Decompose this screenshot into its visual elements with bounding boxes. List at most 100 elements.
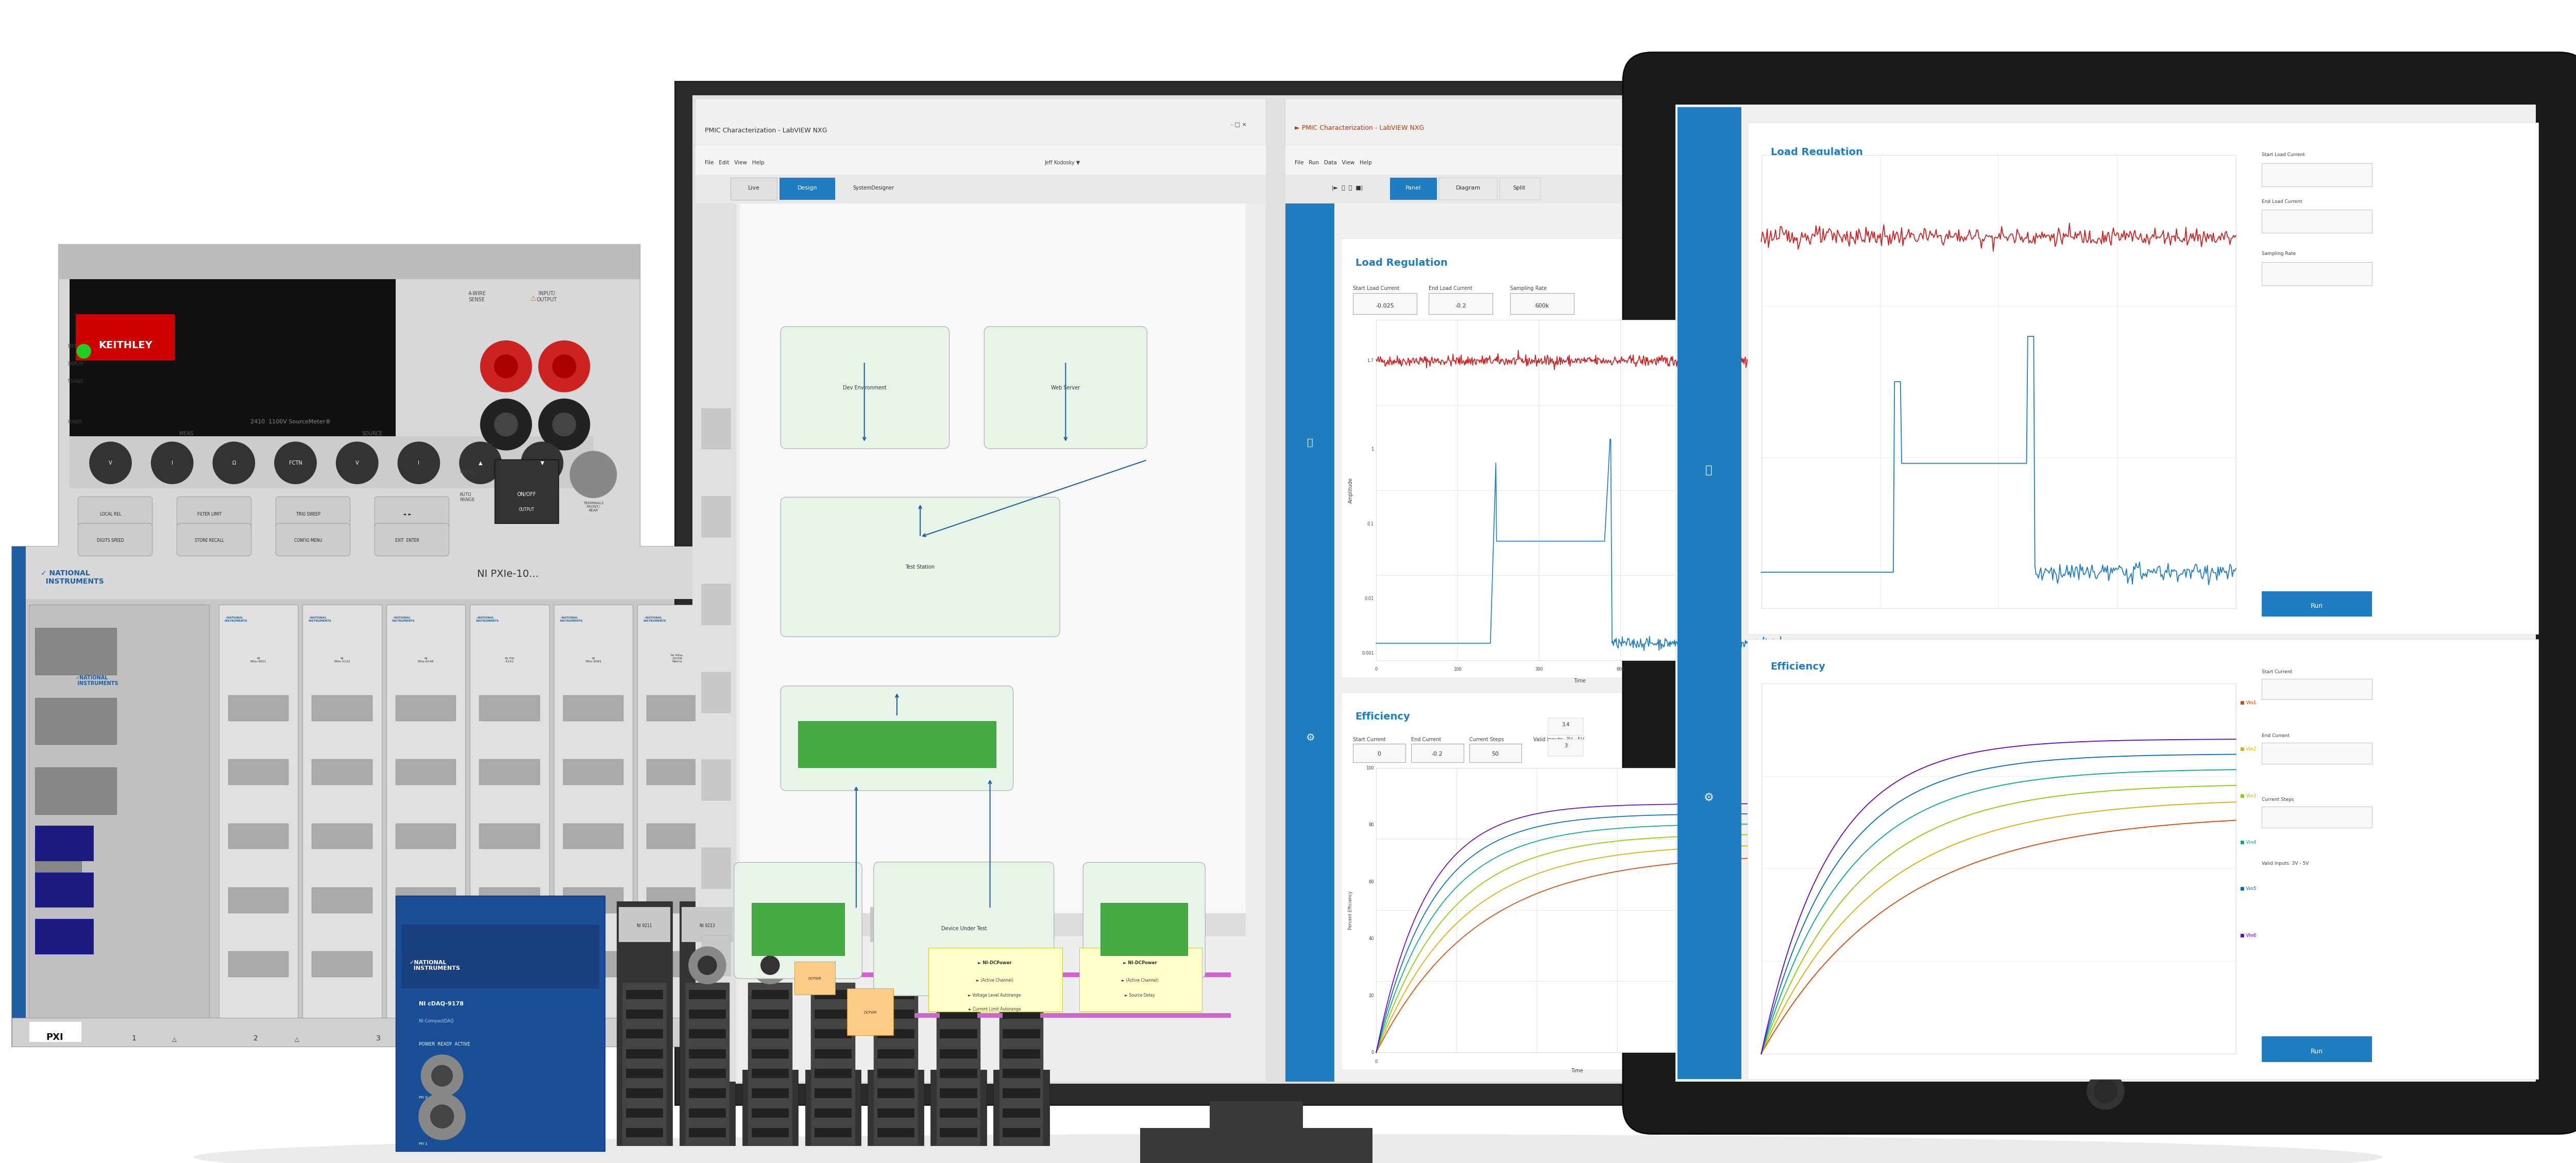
Bar: [688, 1089, 726, 1098]
Bar: [479, 759, 541, 785]
Bar: [878, 1009, 914, 1019]
FancyBboxPatch shape: [1082, 863, 1206, 978]
Bar: [402, 925, 600, 989]
Bar: [312, 823, 374, 849]
Bar: [1468, 743, 1522, 762]
Bar: [739, 930, 1247, 1070]
FancyBboxPatch shape: [374, 523, 448, 556]
Text: NI 9234: NI 9234: [762, 923, 778, 928]
Bar: [871, 907, 922, 942]
FancyBboxPatch shape: [781, 498, 1059, 637]
Bar: [814, 1089, 853, 1098]
Bar: [397, 695, 456, 721]
Bar: [927, 948, 1061, 1012]
Bar: [940, 1029, 976, 1039]
Bar: [696, 145, 1265, 174]
Text: ■ Vin3: ■ Vin3: [2241, 793, 2257, 798]
Bar: [814, 1009, 853, 1019]
Text: Time: Time: [1571, 1069, 1584, 1073]
Text: 2410  1100V SourceMeter®: 2410 1100V SourceMeter®: [250, 420, 332, 424]
Text: File   Run   Data   View   Help: File Run Data View Help: [1296, 160, 1373, 165]
Text: ► Source Delay: ► Source Delay: [1126, 993, 1154, 998]
Bar: [940, 1108, 976, 1118]
Text: NI PXI
-4141: NI PXI -4141: [505, 657, 515, 663]
Bar: [1548, 718, 1584, 735]
FancyBboxPatch shape: [77, 523, 152, 556]
Bar: [1391, 178, 1437, 200]
Bar: [1002, 1108, 1041, 1118]
Text: |►  ⏸  ⬛  ■|: |► ⏸ ⬛ ■|: [1332, 185, 1363, 191]
Text: 1: 1: [1370, 447, 1373, 451]
Bar: [312, 759, 374, 785]
Bar: [878, 990, 914, 999]
Bar: [696, 204, 737, 1082]
Text: EXIT  ENTER: EXIT ENTER: [394, 538, 420, 543]
FancyBboxPatch shape: [178, 523, 252, 556]
Bar: [36, 837, 82, 884]
Bar: [564, 759, 623, 785]
Text: ▼: ▼: [541, 461, 544, 465]
Text: NI 9213: NI 9213: [1015, 923, 1028, 928]
Bar: [938, 983, 981, 1146]
Circle shape: [214, 442, 255, 484]
Text: PFI 1: PFI 1: [420, 1142, 428, 1146]
Bar: [2262, 591, 2372, 616]
Text: End Current: End Current: [2262, 734, 2290, 739]
Bar: [1762, 684, 2236, 1054]
Text: NI PXIe-8880: NI PXIe-8880: [36, 1019, 67, 1023]
Text: Start Load Current: Start Load Current: [1352, 286, 1399, 291]
Bar: [1674, 105, 2535, 1082]
Text: Start Current: Start Current: [1352, 737, 1386, 742]
Text: NI 9213: NI 9213: [889, 923, 904, 928]
Text: LOCAL REL: LOCAL REL: [100, 512, 121, 516]
Bar: [752, 990, 788, 999]
Text: Split: Split: [1512, 186, 1525, 191]
Text: ✓NATIONAL
INSTRUMENTS: ✓NATIONAL INSTRUMENTS: [309, 616, 332, 622]
Bar: [647, 887, 708, 913]
Text: Design: Design: [799, 186, 817, 191]
Text: △: △: [417, 1037, 420, 1042]
Text: △: △: [662, 1037, 665, 1042]
Bar: [75, 314, 175, 361]
Bar: [994, 901, 1048, 1146]
Bar: [688, 1069, 726, 1078]
Bar: [1376, 320, 1783, 661]
Text: Power Supply: Power Supply: [781, 918, 814, 923]
Bar: [2262, 163, 2372, 186]
Bar: [868, 901, 925, 1146]
Text: △: △: [173, 1037, 178, 1042]
Bar: [28, 1021, 82, 1042]
Text: -0.2: -0.2: [1432, 751, 1443, 757]
Text: △: △: [294, 1037, 299, 1042]
Bar: [623, 983, 667, 1146]
Circle shape: [2087, 1072, 2125, 1110]
Bar: [878, 1128, 914, 1137]
Text: Test Station: Test Station: [907, 564, 935, 570]
Bar: [696, 99, 1265, 145]
Bar: [940, 1128, 976, 1137]
Circle shape: [760, 956, 781, 975]
Bar: [564, 887, 623, 913]
Bar: [878, 1108, 914, 1118]
Bar: [878, 1089, 914, 1098]
Bar: [814, 1108, 853, 1118]
Bar: [739, 919, 1247, 936]
Bar: [1677, 107, 1741, 1079]
Bar: [2262, 1036, 2372, 1062]
Bar: [13, 547, 26, 1047]
Text: Valid Inputs: 3V - 5V: Valid Inputs: 3V - 5V: [2262, 862, 2308, 866]
Bar: [806, 907, 858, 942]
Bar: [1002, 1069, 1041, 1078]
Text: ■ Vin1: ■ Vin1: [2241, 700, 2257, 705]
Text: ■ Vin4: ■ Vin4: [2241, 840, 2257, 844]
Bar: [626, 990, 662, 999]
Text: 20: 20: [1368, 993, 1373, 998]
Text: ► (Active Channel): ► (Active Channel): [1121, 978, 1159, 983]
Bar: [747, 983, 793, 1146]
Text: 900: 900: [1698, 668, 1705, 672]
Bar: [701, 408, 732, 449]
Text: This Computer ▼  75% ▼: This Computer ▼ 75% ▼: [1705, 186, 1767, 191]
Text: Resource Name: Resource Name: [747, 996, 788, 1000]
Text: V: V: [108, 461, 113, 465]
Text: NI 9213: NI 9213: [701, 923, 716, 928]
